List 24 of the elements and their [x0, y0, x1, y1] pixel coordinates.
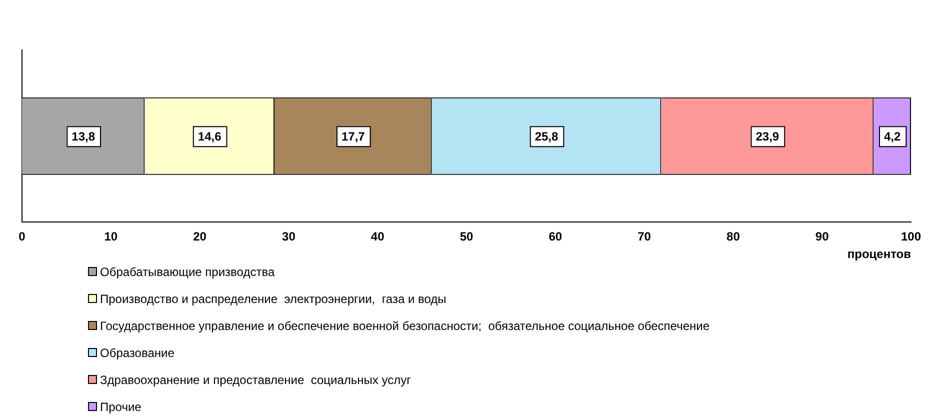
x-tick-label: 30 [282, 230, 296, 244]
x-tick-label: 10 [104, 230, 118, 244]
data-label: 17,7 [341, 129, 366, 144]
legend-label: Производство и распределение электроэнергии, газа и воды [100, 292, 446, 306]
legend-label: Образование [100, 346, 174, 360]
data-label: 4,2 [884, 129, 901, 144]
x-tick-label: 70 [638, 230, 652, 244]
legend-label: Обрабатывающие призводства [100, 264, 275, 278]
data-label: 25,8 [534, 129, 559, 144]
x-tick-label: 60 [548, 230, 562, 244]
x-tick-label: 20 [193, 230, 207, 244]
data-label: 14,6 [198, 129, 222, 144]
x-tick-label: 0 [18, 230, 26, 244]
data-label: 23,9 [756, 129, 780, 144]
legend-label: Здравоохранение и предоставление социальных услуг [100, 372, 411, 386]
x-tick-label: 90 [815, 230, 830, 244]
data-label: 13,8 [72, 129, 96, 144]
legend-label: Прочие [100, 400, 142, 414]
x-tick-label: 100 [900, 230, 922, 244]
x-tick-label: 50 [460, 230, 474, 244]
x-tick-label: 40 [370, 230, 385, 244]
legend-label: Государственное управление и обеспечение военной безопасности; обязательное социальное обеспечение [100, 318, 710, 332]
x-axis-title: процентов [847, 247, 911, 262]
x-tick-label: 80 [726, 230, 740, 244]
